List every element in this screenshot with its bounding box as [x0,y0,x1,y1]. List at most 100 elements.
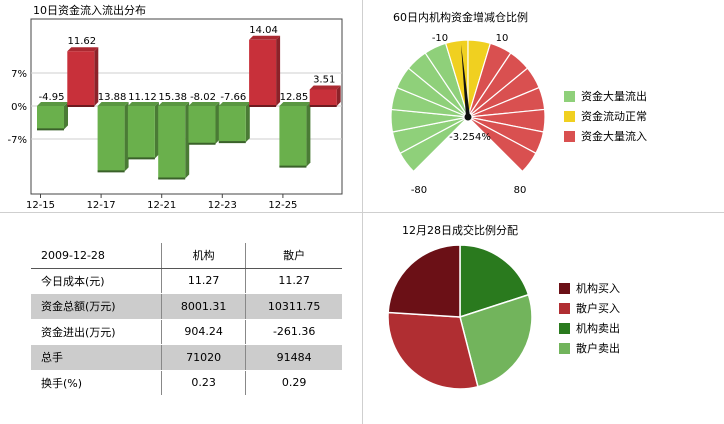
pie-slice [387,311,479,390]
gauge-scale-label: -80 [411,185,427,196]
gauge-needle [461,44,470,118]
bar-value-label: 3.51 [313,74,335,85]
bar-side [276,35,281,106]
pie-legend-swatch-inst-buy [559,282,570,294]
table-cell-retail: -261.36 [245,319,342,345]
x-tick-label: 12-17 [87,200,116,211]
table-cell-label: 今日成本(元) [31,268,162,294]
pie-slice [387,244,461,318]
bar-value-label: -4.95 [39,92,65,103]
table-cell-label: 换手(%) [31,370,162,396]
bar-side [336,85,341,106]
table-header-date: 2009-12-28 [31,243,162,269]
bar-side [94,47,99,106]
table-cell-retail: 91484 [245,344,342,371]
x-tick-label: 12-21 [147,200,176,211]
bar [249,39,277,106]
pie-chart [387,244,533,390]
table-row: 今日成本(元) 11.27 11.27 [31,268,342,294]
bar-top [67,47,99,52]
gauge-scale-label: 10 [496,33,509,44]
bar [37,106,64,130]
pie-legend: 机构买入 散户买入 机构卖出 散户卖出 [559,278,620,358]
bar-value-label: 11.12 [128,92,157,103]
pie-legend-swatch-retail-sell [559,342,570,354]
pie-legend-item-retail-sell: 散户卖出 [559,338,620,358]
table-row: 换手(%) 0.23 0.29 [31,370,342,396]
gauge-chart: -3.254% -10 10 -80 80 [390,33,546,196]
bar-side [215,102,220,144]
bar-top [188,102,220,106]
table-cell-retail: 0.29 [245,370,342,396]
gauge-scale-label: 80 [514,185,527,196]
bar [309,89,337,106]
bar-side [64,102,68,130]
table-header-row: 2009-12-28 机构 散户 [31,243,342,269]
bar-value-label: -8.02 [190,92,216,103]
gauge-needle-hub [464,113,472,121]
table-cell-institution: 71020 [160,344,246,371]
x-tick-label: 12-23 [208,200,237,211]
table-row: 资金总额(万元) 8001.31 10311.75 [31,293,342,320]
gauge-legend-label-inflow: 资金大量流入 [581,130,647,143]
y-tick-label: 0% [11,102,27,113]
bar-side [245,102,250,143]
bar-top [249,35,281,40]
pie-slice [459,244,530,319]
gauge-legend-swatch-normal [564,110,575,122]
bar-value-label: 15.38 [158,92,187,103]
gauge-scale-label: -10 [432,33,448,44]
pie-slice [459,293,533,388]
stats-table: 2009-12-28 机构 散户 今日成本(元) 11.27 11.27 资金总… [31,243,342,396]
gauge-legend-swatch-inflow [564,130,575,142]
table-cell-institution: 904.24 [160,319,246,345]
gauge-legend-label-normal: 资金流动正常 [581,110,647,123]
table-cell-institution: 0.23 [160,370,246,396]
table-header-institution: 机构 [160,243,246,269]
pie-legend-label-inst-buy: 机构买入 [576,282,620,295]
x-tick-label: 12-25 [268,200,297,211]
bar-chart: 7% 0% -7% -4.95 11.62 13.88 11.12 15.38 -8.02 -7.… [8,18,343,211]
bar-side [306,102,311,167]
pie-chart-title: 12月28日成交比例分配 [402,224,518,237]
pie-legend-swatch-inst-sell [559,322,570,334]
bar-chart-title: 10日资金流入流出分布 [33,4,146,17]
bar-value-label: 12.85 [280,92,309,103]
table-row: 资金进出(万元) 904.24 -261.36 [31,319,342,345]
pie-legend-item-inst-buy: 机构买入 [559,278,620,298]
bar-value-label: 13.88 [98,92,127,103]
x-tick-label: 12-15 [26,200,55,211]
bar-top [37,102,68,106]
y-tick-label: -7% [8,135,27,146]
table-cell-label: 总手 [31,344,162,371]
pie-legend-item-inst-sell: 机构卖出 [559,318,620,338]
gauge-legend-item-normal: 资金流动正常 [564,106,647,126]
bar-top [97,102,129,106]
pie-legend-label-retail-sell: 散户卖出 [576,342,620,355]
bar-value-label: -7.66 [220,92,246,103]
gauge-legend-item-inflow: 资金大量流入 [564,126,647,146]
pie-legend-item-retail-buy: 散户买入 [559,298,620,318]
table-cell-retail: 10311.75 [245,293,342,320]
bar-side [185,102,190,179]
bar-side [154,102,159,159]
gauge-value-label: -3.254% [449,132,491,143]
bar [188,106,216,144]
bar [158,106,186,179]
table-row: 总手 71020 91484 [31,344,342,371]
table-cell-institution: 8001.31 [160,293,246,320]
bar-value-label: 14.04 [249,25,278,36]
bar [218,106,246,143]
vertical-divider [362,0,363,424]
gauge-sector [467,116,537,173]
bar-value-label: 11.62 [67,36,96,47]
gauge-legend-label-outflow: 资金大量流出 [581,90,647,103]
pie-legend-label-inst-sell: 机构卖出 [576,322,620,335]
bar-top [127,102,159,106]
table-cell-institution: 11.27 [160,268,246,294]
table-cell-retail: 11.27 [245,268,342,294]
bar-top [218,102,250,106]
bar-top [309,85,341,90]
pie-legend-label-retail-buy: 散户买入 [576,302,620,315]
table-cell-label: 资金总额(万元) [31,293,162,320]
